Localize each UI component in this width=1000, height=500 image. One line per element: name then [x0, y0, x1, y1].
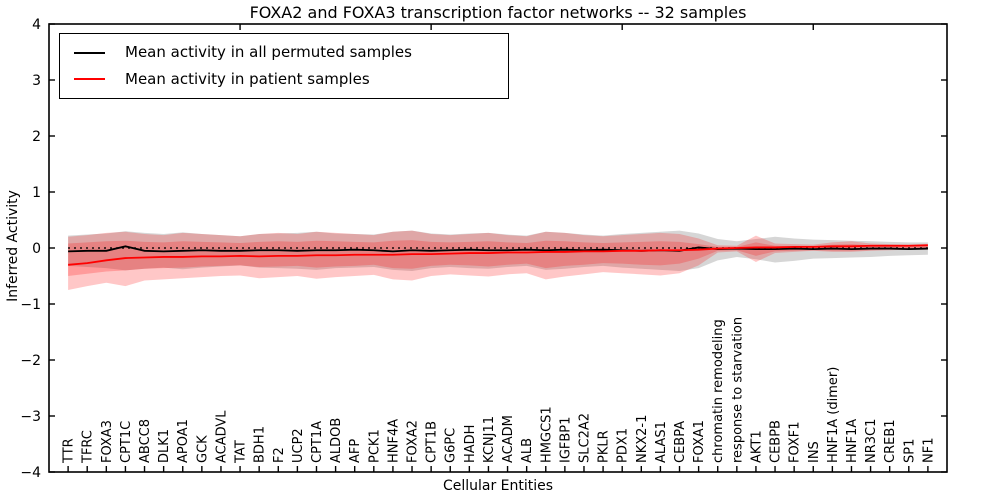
- x-tick-label: CPT1A: [310, 421, 325, 463]
- y-tick-label: −3: [20, 409, 41, 425]
- x-tick-label: AFP: [348, 439, 363, 463]
- x-tick-label: NF1: [921, 438, 936, 463]
- y-tick-label: −1: [20, 297, 41, 313]
- x-tick-label: ACADM: [501, 415, 516, 463]
- x-tick-label: ALDOB: [329, 418, 344, 463]
- x-tick-label: FOXA2: [406, 420, 421, 463]
- x-tick-label: CEBPB: [769, 420, 784, 463]
- y-tick-label: 0: [32, 241, 41, 257]
- x-tick-label: response to starvation: [730, 317, 745, 463]
- y-tick-label: 1: [32, 185, 41, 201]
- y-tick-label: 2: [32, 129, 41, 145]
- permuted-line-swatch: [74, 51, 105, 54]
- x-tick-label: APOA1: [176, 419, 191, 463]
- x-tick-label: TFRC: [81, 430, 96, 464]
- x-tick-label: HMGCS1: [539, 406, 554, 463]
- x-tick-label: GCK: [195, 435, 210, 463]
- x-tick-label: AKT1: [749, 430, 764, 463]
- x-tick-label: CPT1B: [425, 421, 440, 463]
- x-tick-label: PCK1: [367, 429, 382, 463]
- x-tick-label: KCNJ11: [482, 416, 497, 463]
- x-tick-label: HNF1A (dimer): [826, 367, 841, 463]
- patient-band-outer: [68, 230, 928, 290]
- patient-line-swatch: [74, 78, 105, 81]
- x-tick-label: ABCC8: [138, 419, 153, 463]
- permuted-mean-line: [68, 245, 928, 253]
- x-tick-label: BDH1: [253, 426, 268, 463]
- x-tick-label: ALAS1: [654, 421, 669, 463]
- legend-item-patient: Mean activity in patient samples: [74, 71, 508, 88]
- x-tick-label: FOXF1: [788, 421, 803, 463]
- x-tick-label: SLC2A2: [577, 413, 592, 463]
- x-tick-label: ALB: [520, 438, 535, 463]
- y-tick-label: −4: [20, 465, 41, 481]
- x-tick-label: HNF1A: [845, 419, 860, 463]
- x-tick-label: G6PC: [444, 428, 459, 463]
- x-tick-label: NKX2-1: [635, 415, 650, 463]
- x-tick-label: FOXA3: [100, 420, 115, 463]
- x-axis-title: Cellular Entities: [442, 478, 554, 494]
- x-tick-label: HNF4A: [386, 419, 401, 463]
- x-tick-label: PKLR: [597, 430, 612, 463]
- x-tick-label: INS: [807, 441, 822, 463]
- x-tick-label: CEBPA: [673, 421, 688, 463]
- x-tick-label: chromatin remodeling: [711, 319, 726, 463]
- y-tick-label: 3: [32, 73, 41, 89]
- patient-mean-line: [68, 244, 928, 266]
- y-tick-label: 4: [32, 17, 41, 33]
- legend-label-permuted: Mean activity in all permuted samples: [125, 43, 412, 62]
- x-tick-label: HADH: [463, 425, 478, 463]
- x-tick-label: CREB1: [883, 419, 898, 463]
- x-tick-label: TTR: [62, 438, 77, 464]
- x-tick-label: FOXA1: [692, 420, 707, 463]
- x-tick-label: PDX1: [616, 428, 631, 463]
- x-tick-label: UCP2: [291, 428, 306, 463]
- x-tick-label: SP1: [902, 439, 917, 463]
- x-tick-label: TAT: [234, 440, 249, 464]
- x-tick-label: F2: [272, 447, 287, 463]
- x-tick-label: ACADVL: [214, 410, 229, 463]
- legend-item-permuted: Mean activity in all permuted samples: [74, 44, 508, 61]
- x-tick-label: DLK1: [157, 429, 172, 463]
- x-tick-label: NR3C1: [864, 419, 879, 463]
- x-tick-label: IGFBP1: [558, 417, 573, 463]
- legend-box: Mean activity in all permuted samples Me…: [59, 33, 509, 99]
- y-tick-label: −2: [20, 353, 41, 369]
- legend-label-patient: Mean activity in patient samples: [125, 70, 370, 89]
- x-tick-label: CPT1C: [119, 421, 134, 463]
- page-title: FOXA2 and FOXA3 transcription factor net…: [249, 3, 747, 22]
